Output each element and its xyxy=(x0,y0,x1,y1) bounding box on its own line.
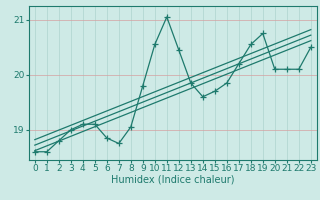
X-axis label: Humidex (Indice chaleur): Humidex (Indice chaleur) xyxy=(111,175,235,185)
